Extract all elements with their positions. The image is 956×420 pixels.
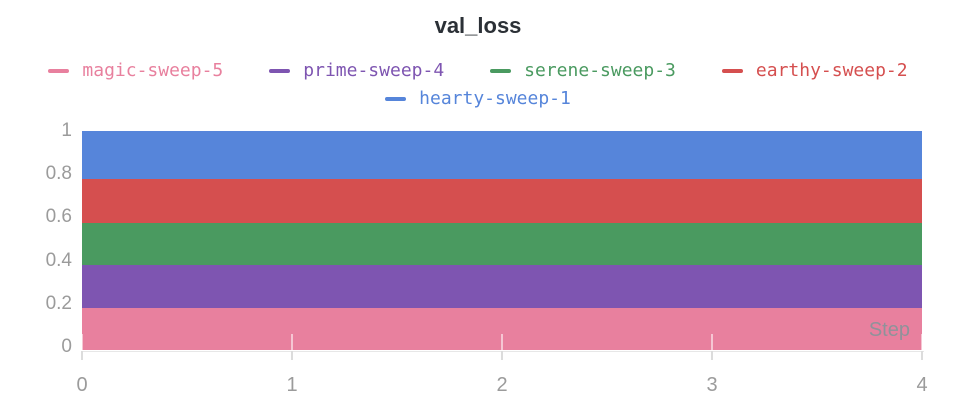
series-band-prime-sweep-4[interactable]: [82, 264, 922, 309]
x-tick-mark: [921, 350, 923, 360]
series-band-hearty-sweep-1[interactable]: [82, 131, 922, 179]
x-tick-mark: [291, 350, 293, 360]
x-tick-mark: [501, 334, 503, 351]
legend-label: serene-sweep-3: [524, 60, 676, 81]
x-tick-label: 0: [76, 374, 88, 396]
legend-item-prime-sweep-4[interactable]: prime-sweep-4: [269, 59, 444, 83]
x-tick-label: 1: [286, 374, 298, 396]
legend-label: prime-sweep-4: [303, 60, 445, 81]
x-tick-mark: [711, 350, 713, 360]
x-axis-line: [82, 350, 924, 352]
legend-item-magic-sweep-5[interactable]: magic-sweep-5: [48, 59, 223, 83]
legend-line-icon: [48, 69, 70, 73]
x-tick-mark: [921, 334, 923, 351]
legend-item-serene-sweep-3[interactable]: serene-sweep-3: [490, 59, 676, 83]
panel-title: val_loss: [434, 13, 522, 38]
series-band-earthy-sweep-2[interactable]: [82, 178, 922, 223]
legend-line-icon: [721, 69, 743, 73]
legend-line-icon: [385, 97, 407, 101]
series-band-serene-sweep-3[interactable]: [82, 222, 922, 265]
legend-item-hearty-sweep-1[interactable]: hearty-sweep-1: [385, 87, 571, 111]
y-tick-label: 1: [61, 120, 72, 141]
x-tick-mark: [291, 334, 293, 351]
y-tick-label: 0.6: [45, 206, 72, 228]
legend-row-1: magic-sweep-5 prime-sweep-4 serene-sweep-3…: [0, 59, 956, 83]
x-tick-mark: [81, 334, 83, 351]
x-axis-title: Step: [868, 319, 910, 341]
legend-label: hearty-sweep-1: [419, 88, 571, 109]
x-tick-mark: [501, 350, 503, 360]
y-tick-label: 0: [61, 336, 72, 357]
x-tick-mark: [711, 334, 713, 351]
legend-label: earthy-sweep-2: [755, 60, 908, 81]
y-tick-label: 0.8: [45, 163, 72, 185]
legend-label: magic-sweep-5: [82, 60, 224, 81]
y-tick-label: 0.4: [45, 249, 72, 271]
x-tick-label: 2: [496, 374, 508, 396]
legend-row-2: hearty-sweep-1: [0, 87, 956, 111]
x-tick-label: 3: [706, 374, 718, 396]
x-tick-label: 4: [916, 374, 928, 396]
x-tick-mark: [81, 350, 83, 360]
y-tick-label: 0.2: [45, 292, 72, 314]
legend-line-icon: [490, 69, 512, 73]
legend-line-icon: [269, 69, 291, 73]
legend-item-earthy-sweep-2[interactable]: earthy-sweep-2: [721, 59, 908, 83]
